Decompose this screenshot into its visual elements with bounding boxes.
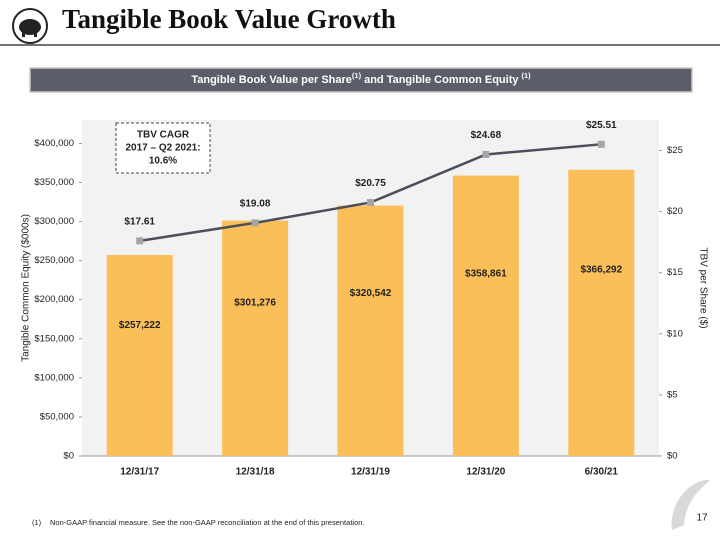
line-marker bbox=[136, 237, 144, 245]
line-value-label: $20.75 bbox=[355, 178, 386, 189]
y-tick-label: $300,000 bbox=[34, 216, 74, 227]
y-tick-label: $250,000 bbox=[34, 255, 74, 266]
annotation: 2017 – Q2 2021: bbox=[125, 143, 200, 154]
x-tick-label: 12/31/17 bbox=[120, 467, 159, 478]
y-tick-label: $400,000 bbox=[34, 138, 74, 149]
x-tick-label: 12/31/18 bbox=[236, 467, 275, 478]
y2-tick-label: $10 bbox=[667, 328, 683, 339]
line-marker bbox=[367, 198, 374, 206]
line-value-label: $19.08 bbox=[240, 199, 271, 210]
x-tick-label: 6/30/21 bbox=[585, 467, 619, 478]
y2-tick-label: $15 bbox=[667, 267, 683, 278]
y2-tick-label: $20 bbox=[667, 206, 683, 217]
bar-value-label: $358,861 bbox=[465, 268, 507, 279]
line-value-label: $17.61 bbox=[124, 216, 155, 227]
line-marker bbox=[482, 150, 490, 158]
chart-title: Tangible Book Value per Share(1) and Tang… bbox=[191, 71, 531, 86]
y-tick-label: $350,000 bbox=[34, 177, 74, 188]
page-title: Tangible Book Value Growth bbox=[62, 4, 396, 34]
bar bbox=[337, 205, 404, 456]
y2-axis-label: TBV per Share ($) bbox=[697, 247, 708, 328]
y-tick-label: $50,000 bbox=[40, 411, 74, 422]
bar-value-label: $320,542 bbox=[350, 288, 392, 299]
bar-value-label: $257,222 bbox=[119, 320, 161, 331]
bar bbox=[568, 169, 635, 456]
annotation: 10.6% bbox=[149, 156, 177, 167]
x-tick-label: 12/31/20 bbox=[466, 467, 505, 478]
line-value-label: $24.68 bbox=[471, 130, 502, 141]
page-number: 17 bbox=[696, 513, 708, 524]
x-tick-label: 12/31/19 bbox=[351, 467, 390, 478]
bar bbox=[106, 255, 173, 456]
footnote: Non-GAAP financial measure. See the non-… bbox=[50, 518, 365, 527]
y-axis-label: Tangible Common Equity ($000s) bbox=[21, 214, 32, 362]
y2-tick-label: $5 bbox=[667, 389, 678, 400]
chart-title-part: and Tangible Common Equity bbox=[364, 74, 519, 86]
chart-banner bbox=[29, 67, 693, 93]
bar-value-label: $366,292 bbox=[580, 265, 622, 276]
annotation-box bbox=[115, 122, 211, 174]
line-value-label: $25.51 bbox=[586, 120, 617, 131]
chart-title-part: Tangible Book Value per Share bbox=[191, 74, 352, 86]
annotation: TBV CAGR bbox=[137, 130, 190, 141]
bar bbox=[452, 175, 519, 456]
y-tick-label: $100,000 bbox=[34, 372, 74, 383]
footnote-marker: (1) bbox=[32, 518, 42, 527]
bar-value-label: $301,276 bbox=[234, 298, 276, 309]
line-marker bbox=[597, 140, 605, 148]
y2-tick-label: $0 bbox=[667, 451, 678, 462]
y-tick-label: $150,000 bbox=[34, 333, 74, 344]
chart-title-sup: (1) bbox=[522, 71, 532, 80]
y-tick-label: $200,000 bbox=[34, 294, 74, 305]
y2-tick-label: $25 bbox=[667, 145, 683, 156]
y-tick-label: $0 bbox=[63, 451, 74, 462]
chart-title-sup: (1) bbox=[352, 71, 362, 80]
bar bbox=[222, 220, 289, 456]
footer-logo bbox=[671, 479, 710, 530]
line-marker bbox=[251, 219, 259, 227]
logo-icon bbox=[12, 8, 48, 44]
